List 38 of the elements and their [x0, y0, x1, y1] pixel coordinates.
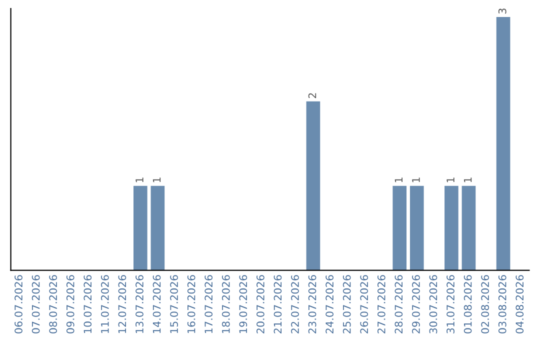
- x-tick-label: 01.08.2026: [464, 275, 472, 334]
- data-label: 1: [152, 178, 161, 182]
- x-tick-label: 07.07.2026: [32, 275, 40, 334]
- x-tick-label: 31.07.2026: [446, 275, 454, 334]
- x-tick-label: 06.07.2026: [14, 275, 22, 334]
- x-tick-label: 28.07.2026: [394, 275, 403, 334]
- x-tick-label: 18.07.2026: [222, 275, 230, 333]
- x-tick-label: 12.07.2026: [118, 275, 126, 333]
- x-tick-label: 21.07.2026: [274, 275, 282, 334]
- x-tick-label: 16.07.2026: [187, 275, 196, 333]
- x-tick-label: 25.07.2026: [342, 275, 351, 334]
- data-label: 1: [464, 178, 472, 182]
- x-tick-label: 23.07.2026: [308, 275, 316, 334]
- data-label: 1: [446, 178, 454, 182]
- data-label: 2: [308, 93, 316, 98]
- x-tick-label: 30.07.2026: [429, 275, 438, 334]
- x-tick-label: 03.08.2026: [498, 275, 506, 334]
- x-tick-label: 24.07.2026: [326, 275, 334, 334]
- x-tick-label: 19.07.2026: [239, 275, 248, 333]
- x-tick-label: 04.08.2026: [516, 275, 524, 334]
- x-tick-label: 13.07.2026: [136, 275, 144, 333]
- x-tick-label: 11.07.2026: [100, 275, 109, 333]
- x-tick-label: 29.07.2026: [412, 275, 420, 334]
- x-tick-label: 10.07.2026: [84, 275, 92, 333]
- data-label: 3: [498, 8, 506, 14]
- data-label: 1: [412, 178, 420, 182]
- x-tick-label: 14.07.2026: [152, 275, 161, 333]
- x-tick-label: 26.07.2026: [360, 275, 368, 334]
- x-tick-label: 22.07.2026: [291, 275, 299, 334]
- x-tick-label: 17.07.2026: [204, 275, 213, 333]
- x-tick-label: 09.07.2026: [66, 275, 74, 334]
- x-tick-label: 27.07.2026: [377, 275, 386, 334]
- x-tick-label: 20.07.2026: [256, 275, 264, 334]
- data-label: 1: [394, 178, 402, 182]
- data-label: 1: [136, 178, 144, 182]
- x-tick-label: 08.07.2026: [49, 275, 58, 334]
- x-tick-label: 02.08.2026: [481, 275, 490, 334]
- x-tick-label: 15.07.2026: [170, 275, 178, 333]
